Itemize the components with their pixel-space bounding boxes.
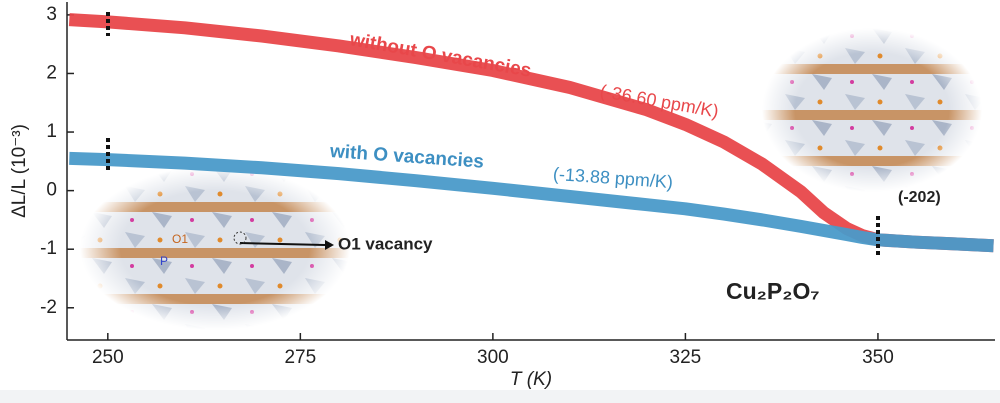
rate-label: (-13.88 ppm/K): [552, 164, 673, 192]
series-line: [69, 151, 994, 253]
series-label: with O vacancies: [328, 141, 484, 173]
y-axis-label: ΔL/L (10⁻³): [9, 124, 30, 218]
y-tick-label: 0: [46, 180, 57, 201]
site-label: O1: [172, 232, 188, 246]
inset-structure-right: [762, 28, 982, 192]
x-tick-label: 325: [670, 347, 702, 368]
inset-structure-left: [80, 166, 350, 330]
compound-label: Cu₂P₂O₇: [726, 278, 820, 304]
y-tick-label: -2: [40, 297, 57, 318]
footer-band: [0, 390, 1000, 403]
x-tick-label: 300: [477, 347, 509, 368]
y-tick-label: -1: [40, 238, 57, 259]
x-tick-label: 250: [92, 347, 124, 368]
plot-area: [66, 2, 995, 341]
arrow: [239, 242, 326, 246]
x-tick-label: 350: [862, 347, 894, 368]
markers: [106, 12, 880, 258]
x-axis-label: T (K): [510, 369, 552, 390]
vacancy-site: [233, 231, 247, 245]
plane-label: (-202): [898, 189, 941, 206]
y-tick-label: 1: [46, 121, 57, 142]
vacancy-label: O1 vacancy: [338, 234, 433, 253]
y-tick-label: 2: [46, 62, 57, 83]
arrow-head: [325, 240, 334, 250]
y-tick-label: 3: [46, 4, 57, 25]
site-label: P: [160, 254, 168, 268]
x-tick-label: 275: [284, 347, 316, 368]
